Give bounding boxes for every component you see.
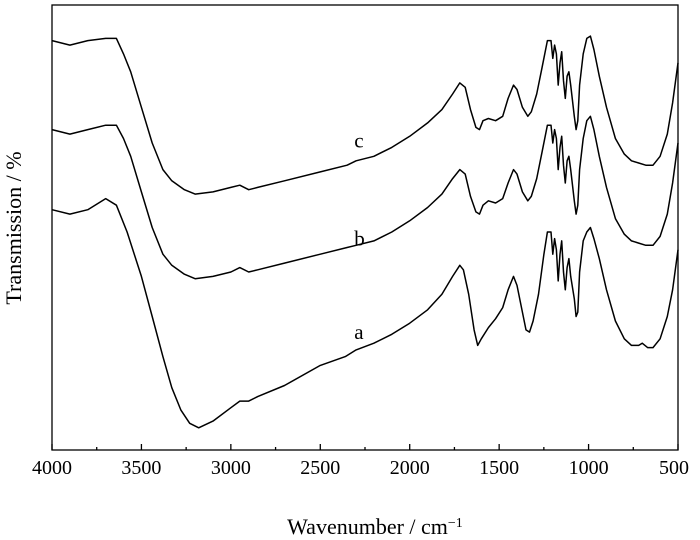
series-label-a: a: [354, 320, 364, 344]
x-tick-label: 1000: [569, 457, 609, 479]
x-ticks: 4000 3500 3000 2500 2000 1500 1000 500: [32, 444, 689, 479]
series-labels: a b c: [354, 128, 365, 343]
series-line-a: [51, 197, 679, 429]
y-axis-title: Transmission / %: [1, 151, 26, 304]
series-label-b: b: [354, 226, 365, 250]
x-axis-title-superscript: −1: [448, 516, 463, 531]
x-axis-title: Wavenumber / cm−1: [287, 514, 463, 539]
series-line-b: [51, 115, 679, 280]
series-group: [51, 35, 679, 429]
series-line-c: [51, 35, 679, 195]
x-tick-label: 2500: [300, 457, 340, 479]
series-label-c: c: [354, 128, 363, 152]
x-tick-label: 4000: [32, 457, 72, 479]
x-tick-label: 3500: [121, 457, 161, 479]
plot-frame: [51, 4, 679, 451]
x-tick-label: 500: [659, 457, 689, 479]
x-tick-label: 1500: [479, 457, 519, 479]
x-tick-label: 2000: [390, 457, 430, 479]
x-tick-label: 3000: [211, 457, 251, 479]
